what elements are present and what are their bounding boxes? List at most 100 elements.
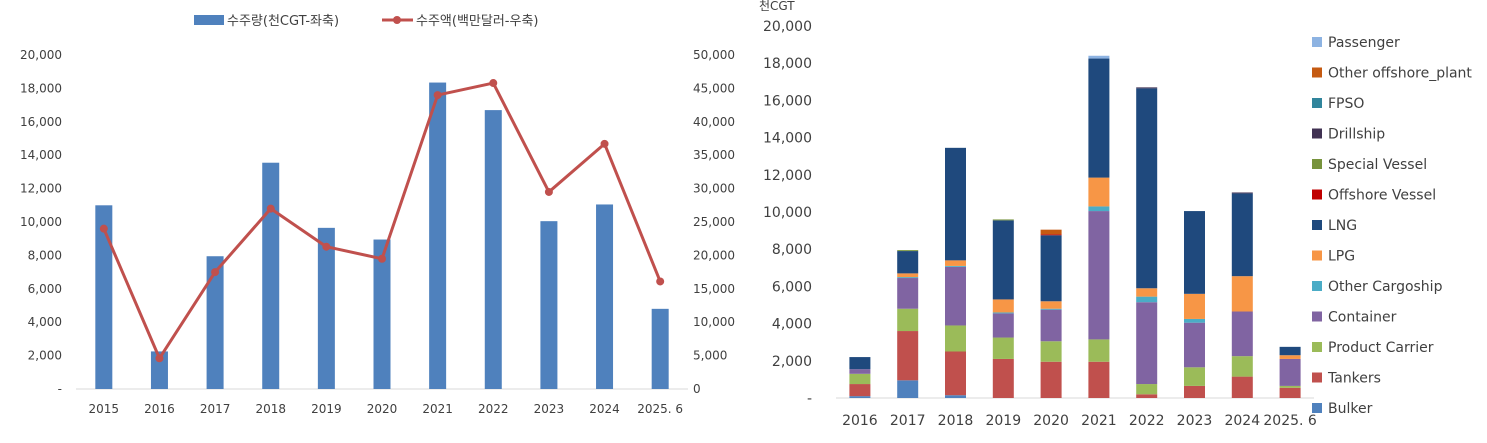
- stacked-segment: [945, 395, 966, 398]
- stacked-segment: [1231, 376, 1253, 398]
- legend-label: Passenger: [1328, 35, 1400, 51]
- x-axis-tick-label: 2017: [200, 402, 231, 416]
- bar: [651, 308, 669, 389]
- stacked-segment: [945, 325, 966, 352]
- stacked-segment: [992, 313, 1014, 338]
- y-axis-tick-label: 10,000: [763, 205, 812, 221]
- stacked-segment: [945, 260, 966, 266]
- legend-label: LNG: [1328, 218, 1357, 234]
- line-point: [322, 242, 331, 251]
- legend-swatch: [1312, 220, 1322, 230]
- y-axis-tick-label: 20,000: [763, 19, 812, 35]
- legend-swatch: [1312, 67, 1322, 78]
- legend-label: 수주액(백만달러-우축): [416, 14, 538, 29]
- legend-swatch: [1312, 189, 1322, 200]
- stacked-segment: [1088, 55, 1110, 59]
- y-axis-tick-label: 14,000: [763, 131, 812, 147]
- legend-swatch: [1312, 372, 1322, 383]
- stacked-segment: [1136, 87, 1158, 89]
- stacked-segment: [1231, 276, 1253, 312]
- bar: [262, 162, 280, 389]
- legend-label: Container: [1328, 310, 1397, 326]
- legend-label: Other Cargoship: [1328, 279, 1443, 295]
- bar: [596, 204, 614, 389]
- stacked-segment: [1040, 341, 1062, 362]
- stacked-segment: [897, 251, 919, 274]
- right-axis-tick-label: 0: [693, 382, 701, 396]
- right-axis-tick-label: 30,000: [693, 182, 735, 196]
- x-axis-tick-label: 2018: [938, 413, 974, 429]
- stacked-segment: [992, 220, 1014, 300]
- y-axis-tick-label: 18,000: [763, 56, 812, 72]
- stacked-segment: [992, 219, 1014, 221]
- legend-swatch: [1312, 281, 1322, 291]
- stacked-segment: [1231, 311, 1253, 357]
- legend-swatch: [1312, 37, 1322, 47]
- stacked-segment: [1088, 361, 1110, 398]
- right-axis-tick-label: 45,000: [693, 81, 735, 95]
- stacked-segment: [1088, 211, 1110, 340]
- stacked-segment: [992, 299, 1014, 313]
- line-point: [211, 268, 220, 277]
- stacked-segment: [992, 337, 1014, 359]
- x-axis-tick-label: 2023: [1177, 413, 1213, 429]
- stacked-segment: [945, 147, 966, 261]
- legend-label: 수주량(천CGT-좌축): [227, 14, 339, 29]
- stacked-segment: [897, 250, 919, 252]
- left-axis-tick-label: 10,000: [20, 215, 62, 229]
- y-axis-tick-label: 6,000: [772, 279, 812, 295]
- right-axis-tick-label: 15,000: [693, 282, 735, 296]
- stacked-segment: [1040, 308, 1062, 310]
- line-point: [99, 224, 108, 233]
- line-point: [433, 91, 442, 100]
- x-axis-tick-label: 2020: [367, 402, 398, 416]
- x-axis-tick-label: 2017: [890, 413, 926, 429]
- stacked-segment: [849, 373, 871, 385]
- left-axis-tick-label: -: [58, 382, 62, 396]
- stacked-segment: [1279, 387, 1301, 398]
- stacked-segment: [1088, 58, 1110, 178]
- stacked-segment: [1184, 385, 1205, 398]
- stacked-segment: [897, 380, 919, 398]
- y-axis-tick-label: 2,000: [772, 354, 812, 370]
- stacked-segment: [1184, 211, 1205, 294]
- stacked-segment: [1040, 229, 1062, 235]
- left-axis-tick-label: 4,000: [28, 315, 62, 329]
- left-axis-tick-label: 16,000: [20, 115, 62, 129]
- line-point: [489, 79, 498, 88]
- stacked-segment: [1136, 302, 1158, 385]
- right-axis-tick-label: 40,000: [693, 115, 735, 129]
- stacked-segment: [1279, 346, 1301, 356]
- x-axis-tick-label: 2023: [534, 402, 565, 416]
- stacked-segment: [897, 278, 919, 309]
- stacked-segment: [897, 273, 919, 278]
- bar: [317, 227, 335, 389]
- right-axis-tick-label: 50,000: [693, 48, 735, 62]
- stacked-segment: [897, 308, 919, 332]
- right-axis-tick-label: 20,000: [693, 248, 735, 262]
- x-axis-tick-label: 2021: [422, 402, 453, 416]
- legend-swatch: [1312, 250, 1322, 261]
- legend-label: Drillship: [1328, 127, 1385, 143]
- stacked-segment: [1231, 356, 1253, 377]
- left-axis-tick-label: 14,000: [20, 148, 62, 162]
- stacked-segment: [1136, 296, 1158, 303]
- stacked-segment: [1136, 384, 1158, 395]
- x-axis-tick-label: 2025. 6: [1263, 413, 1317, 429]
- stacked-segment: [1088, 177, 1110, 207]
- stacked-segment: [849, 369, 871, 374]
- left-axis-tick-label: 2,000: [28, 349, 62, 363]
- x-axis-tick-label: 2022: [478, 402, 509, 416]
- legend-swatch-marker: [393, 16, 401, 24]
- line-point: [544, 187, 553, 196]
- x-axis-tick-label: 2019: [311, 402, 342, 416]
- stacked-segment: [1231, 193, 1253, 277]
- bar: [540, 221, 558, 389]
- order-volume-by-ship-type-chart: 천CGT - 2,000 4,000 6,000 8,000 10,000 12,000 14,…: [759, 0, 1472, 429]
- line-point: [155, 354, 164, 363]
- legend: 수주량(천CGT-좌축) 수주액(백만달러-우축): [194, 14, 538, 29]
- legend-label: Offshore Vessel: [1328, 188, 1436, 204]
- stacked-segment: [1136, 288, 1158, 297]
- x-axis-tick-label: 2022: [1129, 413, 1165, 429]
- right-axis-tick-label: 25,000: [693, 215, 735, 229]
